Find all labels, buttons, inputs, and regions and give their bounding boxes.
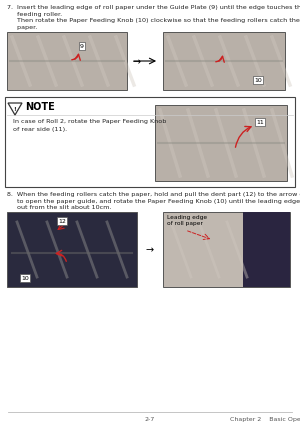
Text: of rear side (11).: of rear side (11). [13, 127, 67, 132]
Text: to open the paper guide, and rotate the Paper Feeding Knob (10) until the leadin: to open the paper guide, and rotate the … [7, 198, 300, 204]
Text: 2-7: 2-7 [145, 417, 155, 422]
Text: 11: 11 [256, 119, 264, 125]
Text: →: → [133, 57, 141, 67]
Bar [7, 212, 137, 287]
Text: Chapter 2    Basic Operations: Chapter 2 Basic Operations [230, 417, 300, 422]
Text: of roll paper: of roll paper [167, 221, 203, 226]
Bar [7, 32, 127, 90]
Bar [163, 212, 290, 287]
Bar [155, 105, 287, 181]
Text: paper.: paper. [7, 25, 37, 29]
Text: Leading edge: Leading edge [167, 215, 207, 220]
Text: 12: 12 [58, 218, 66, 224]
Text: out from the slit about 10cm.: out from the slit about 10cm. [7, 205, 111, 210]
Text: NOTE: NOTE [25, 102, 55, 112]
Text: 8.  When the feeding rollers catch the paper, hold and pull the dent part (12) t: 8. When the feeding rollers catch the pa… [7, 192, 300, 197]
Text: In case of Roll 2, rotate the Paper Feeding Knob: In case of Roll 2, rotate the Paper Feed… [13, 119, 166, 124]
Text: Then rotate the Paper Feeding Knob (10) clockwise so that the feeding rollers ca: Then rotate the Paper Feeding Knob (10) … [7, 18, 300, 23]
Text: 10: 10 [254, 77, 262, 82]
Text: !: ! [14, 107, 16, 112]
Text: feeding roller.: feeding roller. [7, 11, 62, 17]
Bar [5, 97, 295, 187]
Text: 7.  Insert the leading edge of roll paper under the Guide Plate (9) until the ed: 7. Insert the leading edge of roll paper… [7, 5, 300, 10]
Text: 9: 9 [80, 43, 84, 48]
Text: 10: 10 [21, 275, 29, 281]
Bar [243, 212, 290, 287]
Bar [163, 32, 285, 90]
Text: →: → [146, 245, 154, 255]
